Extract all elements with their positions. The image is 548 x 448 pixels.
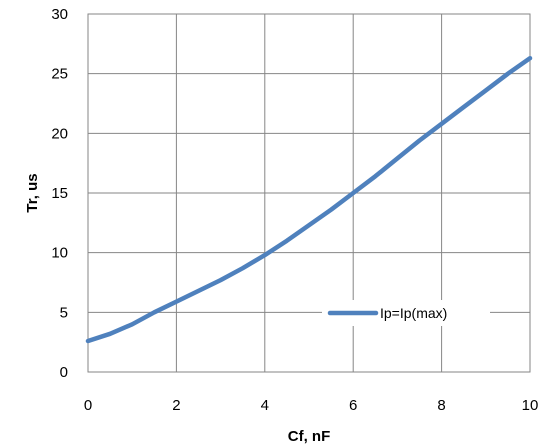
x-tick-label: 2 — [172, 397, 180, 414]
series-layer — [85, 55, 533, 344]
y-tick-labels: 0 5 10 15 20 25 30 — [51, 6, 68, 381]
y-tick-label: 30 — [51, 6, 68, 23]
x-tick-label: 6 — [349, 397, 357, 414]
plot-border — [87, 13, 531, 373]
x-axis-title: Cf, nF — [288, 428, 331, 445]
x-tick-label: 8 — [437, 397, 445, 414]
y-tick-label: 0 — [60, 364, 68, 381]
grid-lines — [87, 13, 531, 373]
y-axis-title: Tr, us — [24, 173, 41, 212]
y-tick-label: 20 — [51, 125, 68, 142]
x-tick-label: 10 — [522, 397, 539, 414]
y-tick-label: 15 — [51, 185, 68, 202]
legend-label: Ip=Ip(max) — [380, 305, 447, 321]
y-tick-label: 10 — [51, 245, 68, 262]
y-tick-label: 5 — [60, 304, 68, 321]
x-tick-label: 0 — [84, 397, 92, 414]
x-tick-labels: 0 2 4 6 8 10 — [84, 397, 539, 414]
y-tick-label: 25 — [51, 66, 68, 83]
legend: Ip=Ip(max) — [322, 300, 490, 326]
x-tick-label: 4 — [261, 397, 269, 414]
series-line — [85, 55, 533, 344]
